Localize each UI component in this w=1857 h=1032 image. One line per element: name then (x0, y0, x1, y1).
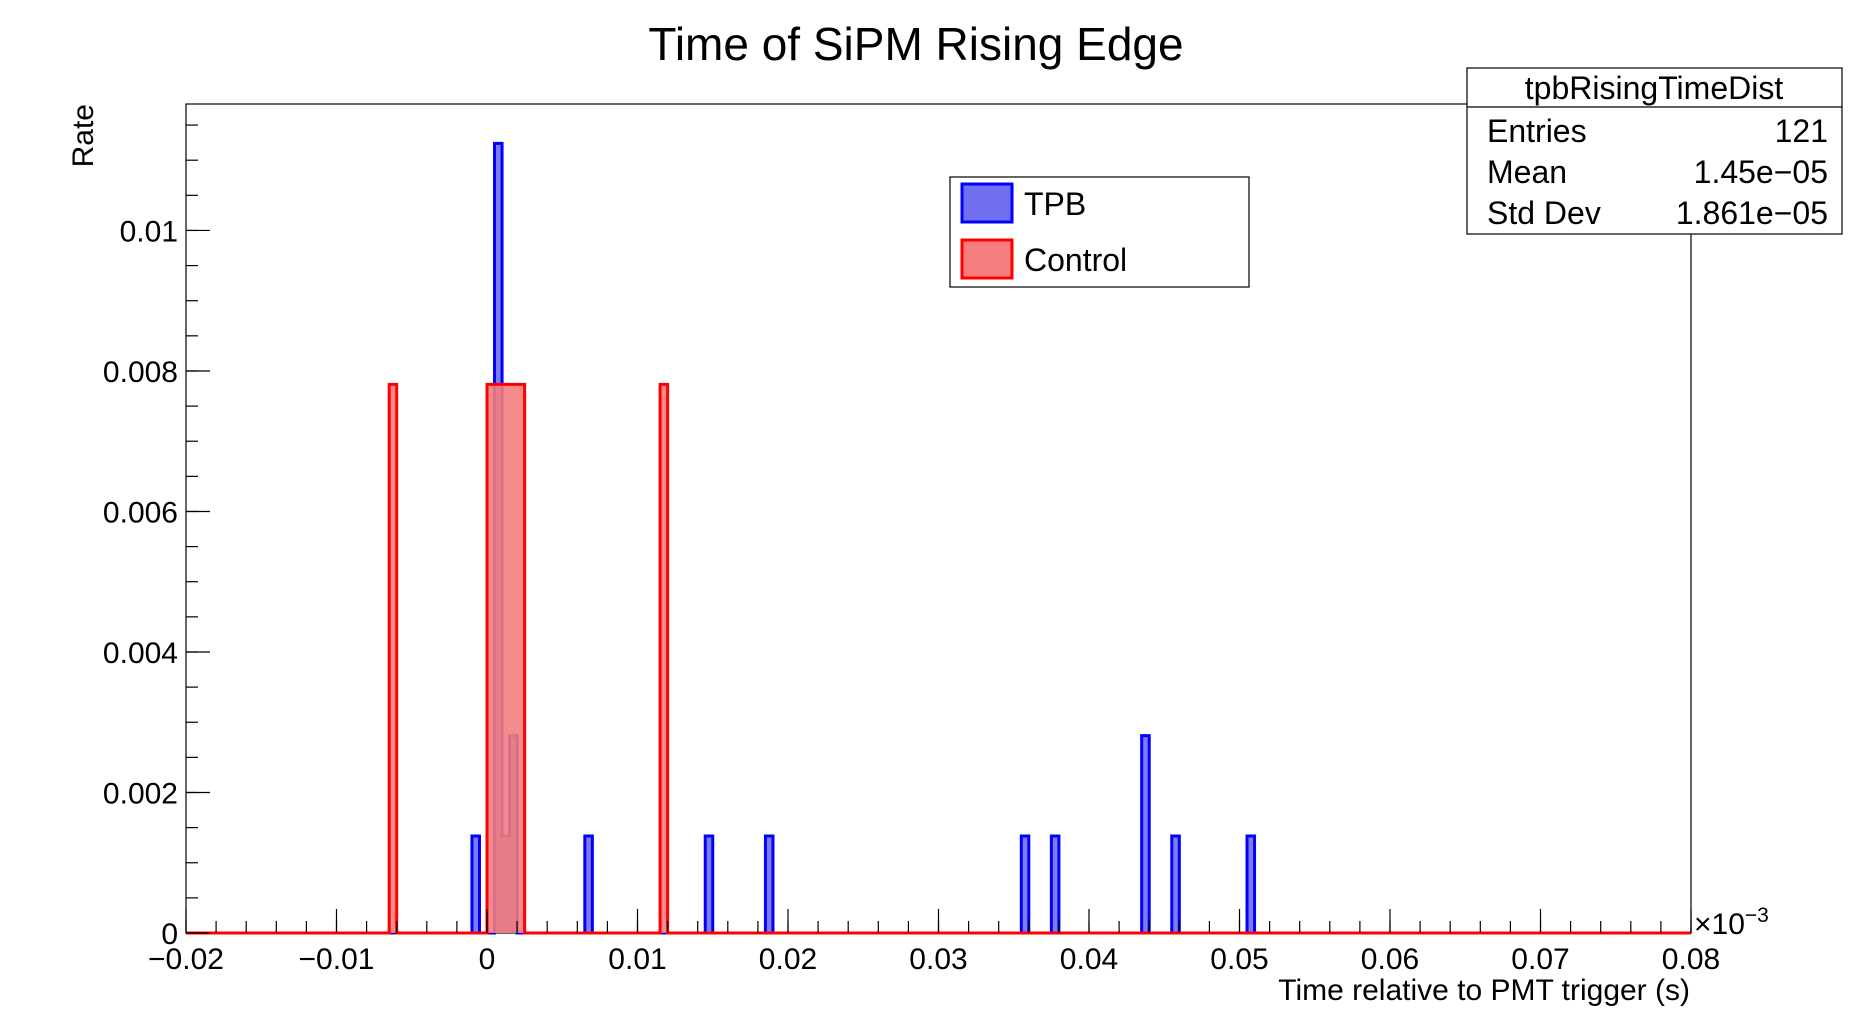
x-tick-label: 0.05 (1210, 943, 1268, 976)
x-axis-label: Time relative to PMT trigger (s) (1278, 974, 1690, 1007)
stats-box-name: tpbRisingTimeDist (1525, 70, 1784, 106)
x-multiplier-exponent: −3 (1745, 904, 1769, 927)
tpb-bar-9 (1141, 735, 1150, 933)
x-tick-label: 0.08 (1662, 943, 1720, 976)
y-tick-label: 0.004 (103, 637, 178, 670)
x-tick-label: 0 (479, 943, 496, 976)
legend-swatch-control (960, 238, 1014, 280)
stats-box-frame (1466, 67, 1843, 235)
control-series (186, 382, 1691, 935)
y-tick-label: 0.006 (103, 496, 178, 529)
x-tick-label: 0.01 (608, 943, 666, 976)
control-outline (186, 382, 1691, 935)
y-axis-label: Rate (67, 104, 100, 167)
x-multiplier-base: ×10 (1694, 908, 1745, 941)
y-tick-label: 0.01 (120, 215, 178, 248)
tpb-bar-8 (1051, 836, 1059, 933)
control-bar-2 (494, 384, 503, 933)
stats-box: tpbRisingTimeDist Entries 121 Mean 1.45e… (1466, 67, 1843, 235)
control-bar-4 (509, 384, 518, 933)
tpb-bar-7 (1021, 836, 1029, 933)
control-bar-3 (502, 384, 510, 933)
x-axis-ticks: −0.02 −0.01 0 0.01 0.02 0.03 0.04 0.05 0.06 0.07 0… (148, 909, 1720, 976)
y-tick-label: 0.002 (103, 777, 178, 810)
x-tick-label: 0.02 (759, 943, 817, 976)
stats-entries-label: Entries (1487, 113, 1587, 149)
legend-label-control: Control (1024, 242, 1127, 278)
legend-swatch-tpb (960, 182, 1014, 224)
tpb-bar-5 (705, 836, 713, 933)
control-bar-6 (660, 384, 668, 933)
x-tick-label: 0.07 (1511, 943, 1569, 976)
control-bar-1 (487, 384, 495, 933)
x-tick-label: 0.03 (909, 943, 967, 976)
stats-stddev-value: 1.861e−05 (1676, 195, 1828, 231)
tpb-bar-10 (1171, 836, 1180, 933)
x-tick-label: 0.06 (1361, 943, 1419, 976)
chart-title: Time of SiPM Rising Edge (648, 18, 1183, 70)
stats-entries-value: 121 (1775, 113, 1828, 149)
x-tick-label: 0.04 (1060, 943, 1118, 976)
tpb-bar-11 (1247, 836, 1255, 933)
legend: TPB Control (949, 176, 1250, 288)
x-tick-label: −0.01 (299, 943, 375, 976)
stats-mean-value: 1.45e−05 (1694, 154, 1828, 190)
tpb-bar-0 (471, 836, 480, 933)
x-tick-label: −0.02 (148, 943, 224, 976)
stats-mean-label: Mean (1487, 154, 1567, 190)
y-tick-label: 0.008 (103, 356, 178, 389)
y-tick-label: 0 (161, 918, 178, 951)
control-bar-0 (389, 384, 397, 933)
x-multiplier: ×10−3 (1694, 904, 1769, 941)
tpb-bar-4 (584, 836, 593, 933)
legend-label-tpb: TPB (1024, 186, 1086, 222)
y-axis-ticks: 0 0.002 0.004 0.006 0.008 0.01 (103, 124, 210, 951)
tpb-bar-6 (765, 836, 773, 933)
stats-stddev-label: Std Dev (1487, 195, 1601, 231)
control-bar-5 (517, 384, 525, 933)
